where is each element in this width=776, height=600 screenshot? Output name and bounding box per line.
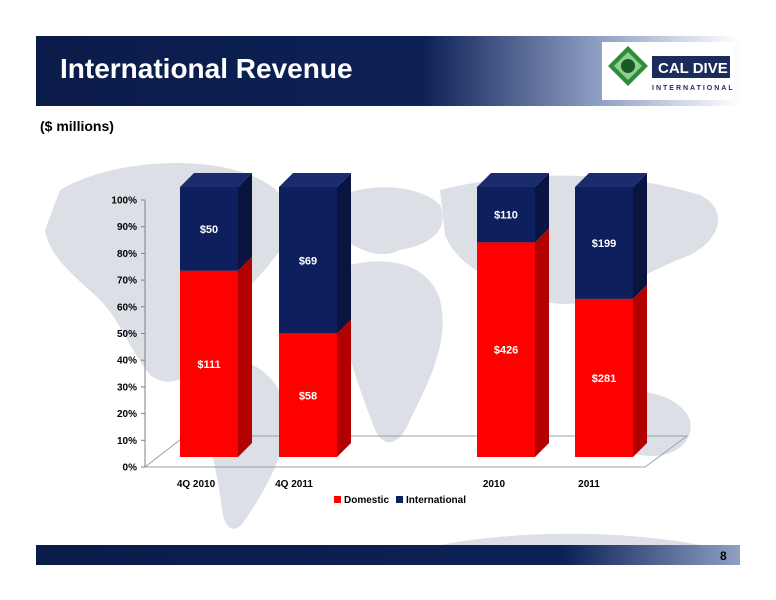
legend-label: Domestic xyxy=(344,495,389,506)
y-tick-label: 60% xyxy=(117,302,137,313)
y-tick-label: 30% xyxy=(117,382,137,393)
y-tick-label: 80% xyxy=(117,249,137,260)
units-label: ($ millions) xyxy=(40,118,114,134)
y-tick-label: 40% xyxy=(117,356,137,367)
bar-domestic xyxy=(575,298,633,457)
legend-swatch xyxy=(334,496,341,503)
category-label: 4Q 2011 xyxy=(275,479,313,490)
category-label: 2011 xyxy=(578,479,600,490)
svg-text:INTERNATIONAL: INTERNATIONAL xyxy=(652,85,734,92)
bar-domestic xyxy=(477,242,535,457)
bar-domestic-side xyxy=(535,228,549,457)
company-logo: CAL DIVE INTERNATIONAL xyxy=(602,42,734,100)
bar-domestic-side xyxy=(337,319,351,457)
footer-bar xyxy=(36,545,740,565)
page-number: 8 xyxy=(720,549,727,563)
header-bar: International Revenue CAL DIVE INTERNATI… xyxy=(36,36,740,106)
y-tick-label: 50% xyxy=(117,329,137,340)
chart-floor xyxy=(143,435,689,468)
bar-domestic xyxy=(180,270,238,457)
data-label-domestic: $426 xyxy=(494,345,518,357)
bar-international-top xyxy=(279,173,351,187)
y-tick-label: 10% xyxy=(117,436,137,447)
data-label-domestic: $111 xyxy=(197,359,220,371)
bar-international-side xyxy=(337,173,351,334)
legend-label: International xyxy=(406,495,466,506)
bar-international-side xyxy=(238,173,252,271)
svg-text:CAL DIVE: CAL DIVE xyxy=(658,60,728,77)
page-title: International Revenue xyxy=(60,53,353,84)
y-tick-label: 0% xyxy=(123,463,138,474)
data-label-domestic: $58 xyxy=(299,390,317,402)
bar-international-side xyxy=(535,173,549,243)
bar-international-top xyxy=(180,173,252,187)
y-tick-label: 100% xyxy=(111,196,137,207)
data-label-international: $69 xyxy=(299,255,317,267)
y-tick-label: 90% xyxy=(117,222,137,233)
bar-international xyxy=(279,187,337,334)
legend-swatch xyxy=(396,496,403,503)
bar-international xyxy=(575,187,633,299)
bar-domestic xyxy=(279,333,337,457)
bar-international-top xyxy=(575,173,647,187)
bar-international-top xyxy=(477,173,549,187)
y-tick-label: 70% xyxy=(117,276,137,287)
bar-domestic-side xyxy=(238,256,252,457)
bar-international xyxy=(477,187,535,243)
data-label-international: $50 xyxy=(200,224,218,236)
bar-international xyxy=(180,187,238,271)
y-tick-label: 20% xyxy=(117,409,137,420)
bar-international-side xyxy=(633,173,647,299)
category-label: 2010 xyxy=(483,479,506,490)
data-label-international: $199 xyxy=(592,238,616,250)
data-label-domestic: $281 xyxy=(592,373,616,385)
bar-domestic-side xyxy=(633,284,647,457)
data-label-international: $110 xyxy=(494,210,518,222)
category-label: 4Q 2010 xyxy=(177,479,216,490)
